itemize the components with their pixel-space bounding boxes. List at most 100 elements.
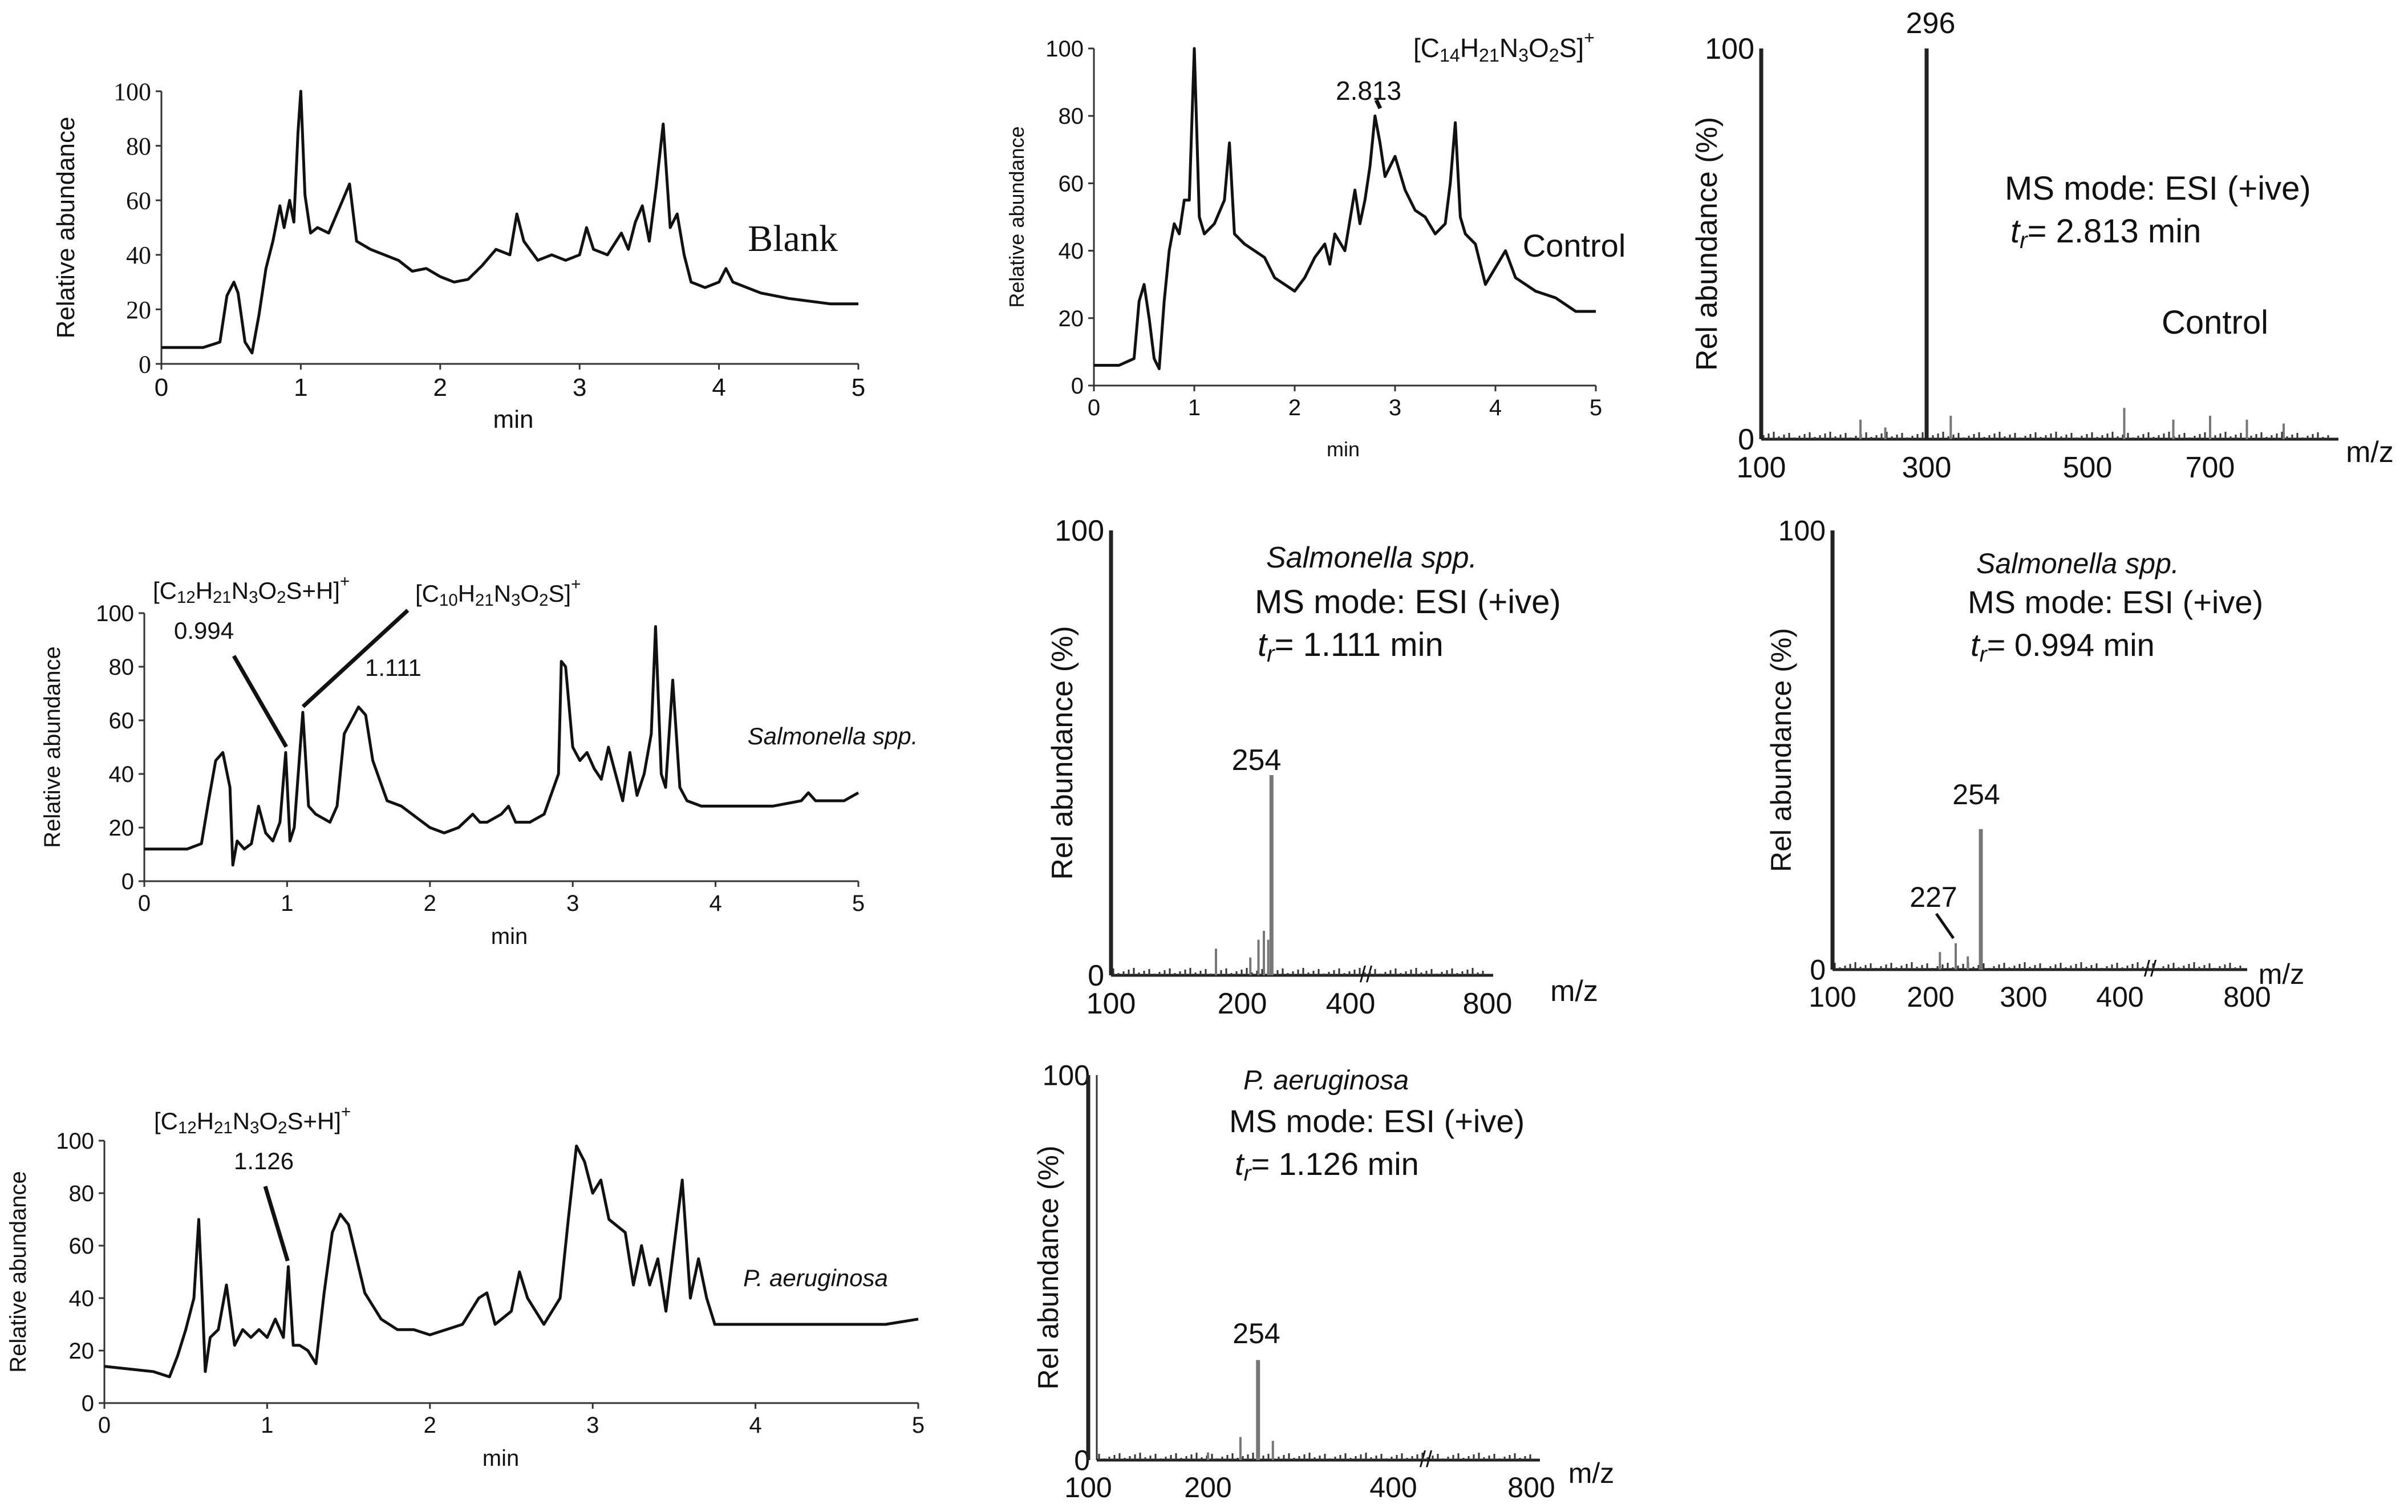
- x-axis-label: m/z: [2346, 436, 2394, 469]
- axis-break-icon: //: [1360, 962, 1373, 987]
- x-axis-label: min: [483, 1446, 519, 1471]
- formula-superscript: +: [571, 575, 581, 594]
- tr-subscript: r: [2020, 227, 2028, 253]
- formula-subscript: 3: [511, 591, 520, 610]
- y-axis-label: Rel abundance (%): [1765, 628, 1797, 872]
- formula-text: H: [458, 580, 475, 607]
- axis-break-icon: //: [2144, 956, 2157, 982]
- x-tick-label: 3: [573, 374, 586, 402]
- peak-label: 296: [1906, 7, 1956, 40]
- formula-subscript: 3: [249, 588, 258, 607]
- y-tick-label: 40: [109, 762, 135, 787]
- sample-label: P. aeruginosa: [1243, 1065, 1409, 1096]
- noise-baseline: [1762, 432, 2329, 439]
- formula-text: H: [196, 577, 213, 604]
- y-tick-label: 20: [69, 1339, 95, 1364]
- y-tick-label: 80: [69, 1181, 95, 1206]
- formula-text: S+H]: [286, 577, 340, 604]
- formula-superscript: +: [341, 1102, 351, 1121]
- formula-text: H: [197, 1108, 214, 1134]
- x-tick-label: 2: [1288, 395, 1301, 420]
- x-tick-label: 1: [294, 374, 307, 402]
- tr-value: = 1.111 min: [1275, 626, 1444, 663]
- x-tick-label: 200: [1184, 1472, 1231, 1503]
- x-tick-label: 200: [1907, 981, 1954, 1013]
- x-tick-label: 800: [2223, 981, 2271, 1013]
- formula-subscript: 2: [277, 588, 286, 607]
- x-tick-label: 2: [424, 891, 436, 916]
- y-tick-label: 0: [1088, 959, 1104, 992]
- formula-subscript: 12: [178, 1118, 197, 1137]
- sample-label: Blank: [748, 218, 838, 260]
- x-axis-label: m/z: [2259, 958, 2305, 990]
- sample-label: Salmonella spp.: [1976, 548, 2179, 579]
- y-tick-label: 0: [121, 869, 134, 894]
- formula-text: N: [494, 580, 511, 607]
- formula-text: N: [1499, 33, 1518, 63]
- formula-text: [C: [415, 580, 439, 607]
- formula-annotation: [C12H21N3O2S+H]+: [153, 572, 350, 607]
- y-tick-label: 0: [82, 1391, 94, 1416]
- x-tick-label: 0: [1088, 395, 1100, 420]
- x-axis-label: min: [1327, 437, 1360, 461]
- formula-subscript: 21: [1479, 45, 1499, 66]
- retention-time-label: 1.126: [234, 1148, 294, 1174]
- x-axis-label: m/z: [1568, 1457, 1615, 1489]
- retention-time-label: 1.111: [365, 654, 421, 681]
- y-tick-label: 100: [113, 78, 151, 106]
- formula-text: H: [1460, 33, 1479, 63]
- x-tick-label: 700: [2186, 451, 2235, 484]
- annotation-leader-line: [263, 1185, 290, 1262]
- sample-label: Salmonella spp.: [1266, 541, 1477, 574]
- tr-subscript: r: [1244, 1161, 1252, 1186]
- y-axis-label: Relative abundance: [1005, 126, 1028, 307]
- x-tick-label: 100: [1809, 981, 1856, 1013]
- tr-value: = 1.126 min: [1251, 1146, 1419, 1182]
- formula-text: O: [259, 1108, 278, 1134]
- y-tick-label: 100: [1055, 514, 1104, 548]
- retention-time-label: 0.994: [174, 617, 234, 644]
- x-tick-label: 1: [261, 1413, 273, 1438]
- x-tick-label: 4: [749, 1413, 761, 1438]
- ms-mode-label: MS mode: ESI (+ive): [1968, 584, 2263, 620]
- x-tick-label: 5: [912, 1413, 925, 1438]
- y-axis-label: Relative abundance: [52, 117, 80, 339]
- x-tick-label: 3: [1389, 395, 1401, 420]
- formula-text: [C: [153, 577, 177, 604]
- formula-text: S+H]: [287, 1108, 341, 1134]
- tr-value: = 2.813 min: [2028, 213, 2202, 250]
- sample-label: Control: [1523, 228, 1626, 264]
- trace-line: [161, 90, 858, 355]
- x-axis-label: min: [491, 924, 528, 949]
- y-tick-label: 60: [69, 1234, 95, 1259]
- peak-label: 254: [1233, 1318, 1280, 1349]
- y-tick-label: 0: [1071, 374, 1084, 399]
- x-tick-label: 1: [1188, 395, 1201, 420]
- y-axis-label: Rel abundance (%): [1046, 626, 1079, 879]
- y-axis-label: Rel abundance (%): [1032, 1145, 1064, 1389]
- formula-annotation: [C12H21N3O2S+H]+: [154, 1102, 351, 1137]
- y-tick-label: 0: [139, 350, 151, 378]
- y-tick-label: 100: [1778, 515, 1826, 547]
- ms-mode-label: MS mode: ESI (+ive): [1229, 1103, 1525, 1139]
- y-tick-label: 40: [126, 241, 151, 269]
- tr-symbol: t: [1235, 1146, 1245, 1182]
- x-tick-label: 3: [566, 891, 579, 916]
- x-tick-label: 3: [586, 1413, 599, 1438]
- sample-label: Control: [2162, 304, 2268, 341]
- trace-line: [1094, 47, 1596, 370]
- y-tick-label: 40: [69, 1286, 95, 1311]
- y-tick-label: 60: [126, 187, 151, 215]
- y-axis-label: Relative abundance: [6, 1171, 31, 1373]
- formula-subscript: 21: [214, 1118, 233, 1137]
- formula-text: N: [233, 1108, 250, 1134]
- x-tick-label: 0: [98, 1413, 111, 1438]
- formula-subscript: 2: [539, 591, 548, 610]
- y-axis-label: Relative abundance: [40, 646, 65, 848]
- axis-break-icon: //: [1420, 1447, 1433, 1472]
